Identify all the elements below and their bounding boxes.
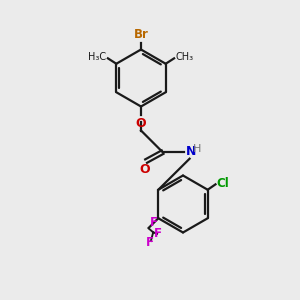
Text: N: N bbox=[185, 145, 196, 158]
Text: F: F bbox=[146, 236, 154, 249]
Text: H: H bbox=[193, 144, 201, 154]
Text: H₃C: H₃C bbox=[88, 52, 106, 62]
Text: O: O bbox=[136, 117, 146, 130]
Text: F: F bbox=[154, 227, 162, 240]
Text: O: O bbox=[139, 164, 150, 176]
Text: Cl: Cl bbox=[217, 177, 230, 190]
Text: F: F bbox=[150, 216, 158, 229]
Text: Br: Br bbox=[134, 28, 148, 41]
Text: CH₃: CH₃ bbox=[176, 52, 194, 62]
